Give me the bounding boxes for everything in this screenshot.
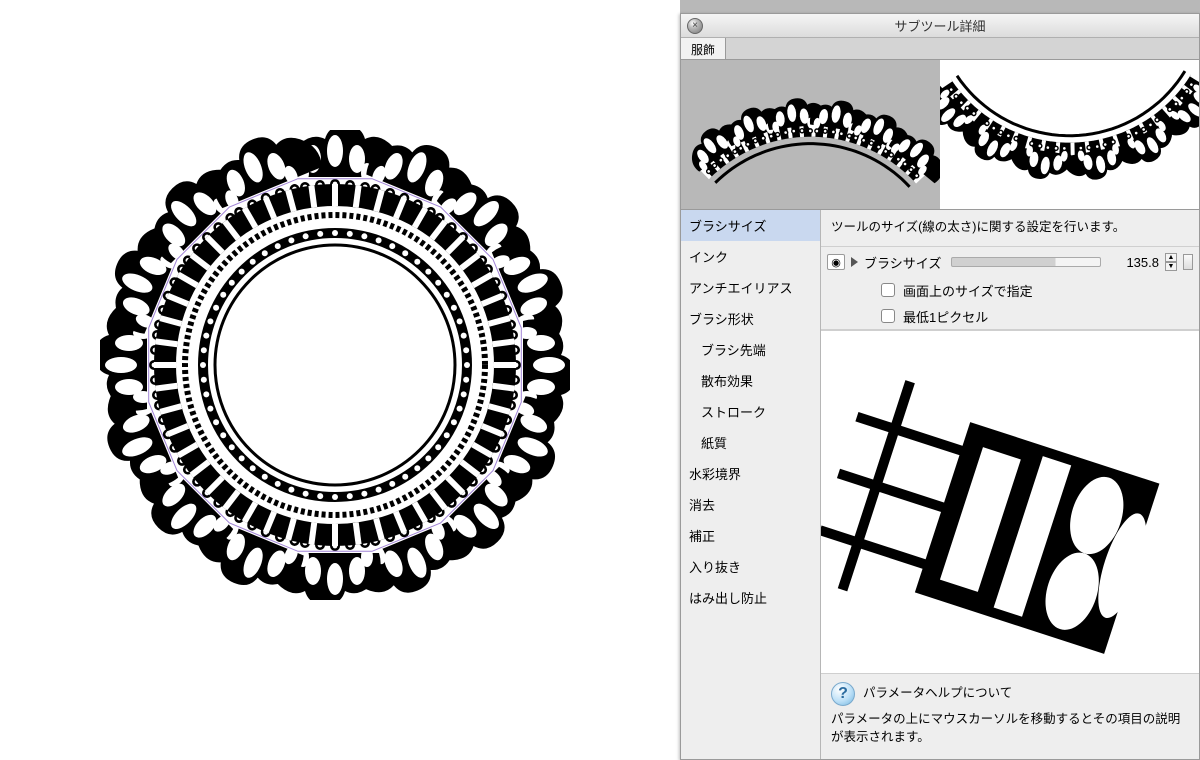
category-item[interactable]: 紙質: [681, 427, 820, 458]
brush-preview-selected[interactable]: [681, 60, 940, 209]
help-body: パラメータの上にマウスカーソルを移動するとその項目の説明が表示されます。: [831, 710, 1189, 748]
tab-label: 服飾: [691, 43, 715, 57]
category-item[interactable]: インク: [681, 241, 820, 272]
checkbox-label: 最低1ピクセル: [903, 307, 988, 326]
panel-title: サブツール詳細: [681, 16, 1199, 35]
category-item[interactable]: 散布効果: [681, 365, 820, 396]
category-item[interactable]: 消去: [681, 489, 820, 520]
help-icon: ?: [831, 682, 855, 706]
category-item[interactable]: ブラシサイズ: [681, 210, 820, 241]
canvas-area[interactable]: [0, 0, 680, 760]
brush-preview-alt[interactable]: [940, 60, 1199, 209]
brush-tip-graphic: [821, 331, 1199, 672]
brush-tip-preview: [821, 330, 1199, 673]
category-detail: ツールのサイズ(線の太さ)に関する設定を行います。 ◉ ブラシサイズ 135.8…: [821, 210, 1199, 759]
brush-size-value: 135.8: [1111, 255, 1159, 270]
category-item[interactable]: アンチエイリアス: [681, 272, 820, 303]
parameter-help: ? パラメータヘルプについて パラメータの上にマウスカーソルを移動するとその項目…: [821, 674, 1199, 760]
visibility-toggle[interactable]: ◉: [827, 254, 845, 270]
subtool-detail-panel: × サブツール詳細 服飾 ブラシサイズインクアンチエイリアスブラシ形状ブラシ先端…: [680, 13, 1200, 760]
category-description: ツールのサイズ(線の太さ)に関する設定を行います。: [821, 210, 1199, 247]
help-title: パラメータヘルプについて: [863, 684, 1012, 703]
tab-apparel[interactable]: 服飾: [681, 38, 726, 59]
checkbox[interactable]: [881, 309, 895, 323]
check-row: 最低1ピクセル: [821, 303, 1199, 329]
brush-size-slider[interactable]: [951, 257, 1101, 267]
category-item[interactable]: ブラシ形状: [681, 303, 820, 334]
stepper-down-icon[interactable]: ▼: [1165, 262, 1177, 271]
checkbox-label: 画面上のサイズで指定: [903, 281, 1033, 300]
brush-stroke-preview-1: [681, 60, 940, 209]
brush-preview-strip: [681, 60, 1199, 210]
expand-icon[interactable]: [851, 257, 858, 267]
lace-artwork: [100, 130, 570, 600]
category-item[interactable]: はみ出し防止: [681, 582, 820, 613]
category-item[interactable]: ブラシ先端: [681, 334, 820, 365]
category-item[interactable]: 補正: [681, 520, 820, 551]
category-list: ブラシサイズインクアンチエイリアスブラシ形状ブラシ先端散布効果ストローク紙質水彩…: [681, 210, 821, 759]
brush-stroke-preview-2: [940, 60, 1199, 209]
checkbox[interactable]: [881, 283, 895, 297]
brush-size-param: ◉ ブラシサイズ 135.8 ▲ ▼ 画面上のサイズで指定最低1ピクセル: [821, 247, 1199, 330]
tab-row: 服飾: [681, 38, 1199, 60]
panel-titlebar[interactable]: × サブツール詳細: [681, 14, 1199, 38]
brush-size-row: ◉ ブラシサイズ 135.8 ▲ ▼: [821, 247, 1199, 277]
check-row: 画面上のサイズで指定: [821, 277, 1199, 303]
param-menu-button[interactable]: [1183, 254, 1193, 270]
brush-size-stepper[interactable]: ▲ ▼: [1165, 253, 1177, 271]
stepper-up-icon[interactable]: ▲: [1165, 253, 1177, 262]
close-button[interactable]: ×: [687, 18, 703, 34]
category-item[interactable]: 入り抜き: [681, 551, 820, 582]
panel-main: ブラシサイズインクアンチエイリアスブラシ形状ブラシ先端散布効果ストローク紙質水彩…: [681, 210, 1199, 759]
brush-size-label: ブラシサイズ: [864, 253, 941, 272]
close-icon: ×: [692, 20, 698, 31]
category-item[interactable]: 水彩境界: [681, 458, 820, 489]
category-item[interactable]: ストローク: [681, 396, 820, 427]
